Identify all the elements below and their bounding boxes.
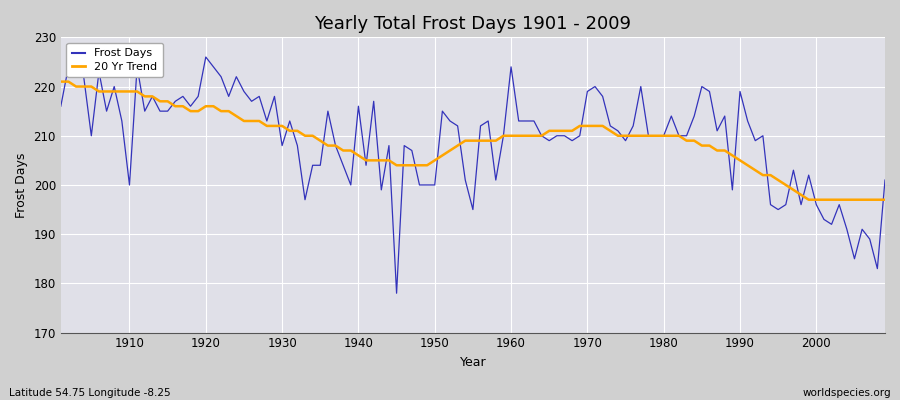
Y-axis label: Frost Days: Frost Days: [15, 152, 28, 218]
Text: worldspecies.org: worldspecies.org: [803, 388, 891, 398]
Text: Latitude 54.75 Longitude -8.25: Latitude 54.75 Longitude -8.25: [9, 388, 171, 398]
Title: Yearly Total Frost Days 1901 - 2009: Yearly Total Frost Days 1901 - 2009: [314, 15, 632, 33]
Legend: Frost Days, 20 Yr Trend: Frost Days, 20 Yr Trend: [67, 43, 163, 77]
X-axis label: Year: Year: [460, 356, 486, 369]
